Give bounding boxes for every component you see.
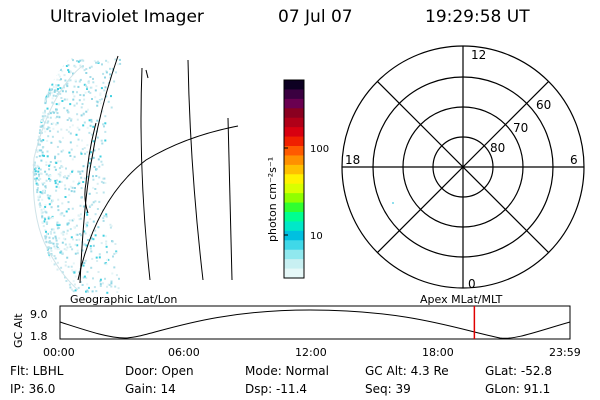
status-ip: IP: 36.0 [10,382,56,396]
status-gain: Gain: 14 [125,382,176,396]
colorbar-cell [284,221,304,232]
status-glon: GLon: 91.1 [485,382,551,396]
status-mode: Mode: Normal [245,364,329,378]
strip-xtick-1200: 12:00 [295,346,327,359]
mlt-label-0: 0 [468,277,476,291]
geographic-grid [77,55,239,284]
strip-title-geographic: Geographic Lat/Lon [70,293,178,306]
mlt-label-12: 12 [471,48,486,62]
strip-xtick-2359: 23:59 [549,346,581,359]
altitude-strip-chart: GC Alt 9.0 1.8 [12,305,571,348]
colorbar-cell [284,98,304,109]
colorbar-cell [284,183,304,194]
observation-time: 19:29:58 UT [425,7,530,27]
status-seq: Seq: 39 [365,382,411,396]
colorbar-cell [284,249,304,260]
strip-xtick-1800: 18:00 [422,346,454,359]
observation-date: 07 Jul 07 [278,7,353,27]
colorbar-cell [284,127,304,138]
colorbar-cell [284,136,304,147]
colorbar-cell [284,89,304,100]
colorbar-cell [284,117,304,128]
altitude-curve [59,309,571,339]
colorbar-tick-10: 10 [310,231,323,242]
lat-label-80: 80 [490,141,505,155]
status-door: Door: Open [125,364,194,378]
strip-title-apex: Apex MLat/MLT [420,293,503,306]
strip-ytick-9: 9.0 [30,308,48,321]
aurora-emission-region [32,58,122,295]
lat-label-60: 60 [536,98,551,112]
strip-xtick-0000: 00:00 [43,346,75,359]
polar-mlat-mlt-plot: 12 18 6 0 60 70 80 [341,45,585,291]
colorbar-cell [284,146,304,157]
earth-image-panel [32,55,239,295]
color-scale-bar: photon cm⁻²s⁻¹ 100 10 [266,79,329,279]
lat-label-70: 70 [513,121,528,135]
colorbar-cell [284,164,304,175]
colorbar-unit-label: photon cm⁻²s⁻¹ [266,157,279,242]
colorbar-cell [284,202,304,213]
status-filter: Flt: LBHL [10,364,64,378]
colorbar-cell [284,259,304,270]
mlt-label-6: 6 [570,153,578,167]
colorbar-cell [284,230,304,241]
colorbar-cell [284,174,304,185]
status-dsp: Dsp: -11.4 [245,382,308,396]
strip-ytick-1.8: 1.8 [30,330,48,343]
strip-xtick-0600: 06:00 [168,346,200,359]
mlt-label-18: 18 [345,153,360,167]
status-gc-altitude: GC Alt: 4.3 Re [365,364,449,378]
colorbar-cell [284,155,304,166]
status-glat: GLat: -52.8 [485,364,552,378]
earth-limb [32,65,83,291]
colorbar-cell [284,80,304,91]
colorbar-cell [284,240,304,251]
colorbar-tick-100: 100 [310,144,329,155]
colorbar-cell [284,268,304,279]
colorbar-cell [284,212,304,223]
strip-axis-label: GC Alt [12,313,25,348]
colorbar-cell [284,193,304,204]
app-title: Ultraviolet Imager [50,7,204,27]
colorbar-cell [284,108,304,119]
